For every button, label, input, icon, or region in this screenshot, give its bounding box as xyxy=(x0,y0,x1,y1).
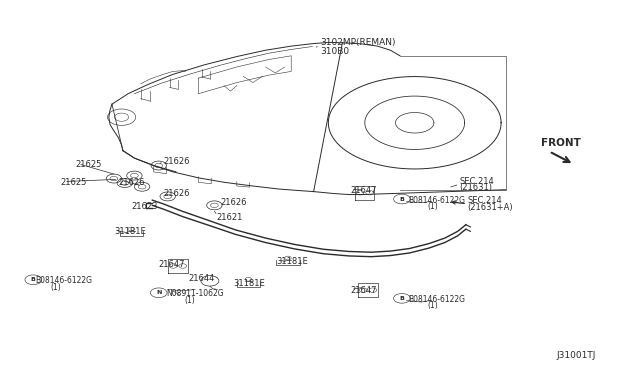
Text: 31181E: 31181E xyxy=(234,279,266,288)
Text: B: B xyxy=(31,277,36,282)
Text: 21626: 21626 xyxy=(163,189,189,198)
Text: 21625: 21625 xyxy=(76,160,102,169)
Text: 31181E: 31181E xyxy=(114,227,146,236)
Text: 21621: 21621 xyxy=(216,213,243,222)
Text: B: B xyxy=(399,196,404,202)
Text: (1): (1) xyxy=(428,202,438,211)
Text: (21631): (21631) xyxy=(460,183,493,192)
Text: FRONT: FRONT xyxy=(541,138,580,148)
Text: B: B xyxy=(399,296,404,301)
Text: 21625: 21625 xyxy=(61,178,87,187)
Text: 3102MP(REMAN): 3102MP(REMAN) xyxy=(320,38,396,47)
Text: 21626: 21626 xyxy=(221,198,247,207)
Text: (1): (1) xyxy=(428,301,438,310)
Text: B08146-6122G: B08146-6122G xyxy=(35,276,92,285)
Text: 21647: 21647 xyxy=(159,260,185,269)
Text: 21623: 21623 xyxy=(131,202,157,211)
Text: (21631+A): (21631+A) xyxy=(467,203,513,212)
Text: N: N xyxy=(156,290,161,295)
Text: B08146-6122G: B08146-6122G xyxy=(408,295,465,304)
Text: 310B0: 310B0 xyxy=(320,47,349,56)
Text: 21644: 21644 xyxy=(189,274,215,283)
Text: N08911-1062G: N08911-1062G xyxy=(166,289,224,298)
Text: 21626: 21626 xyxy=(163,157,189,166)
Text: J31001TJ: J31001TJ xyxy=(557,351,596,360)
Text: SEC.214: SEC.214 xyxy=(467,196,502,205)
Text: 21626: 21626 xyxy=(118,178,145,187)
Text: (1): (1) xyxy=(50,283,61,292)
Text: (1): (1) xyxy=(184,296,195,305)
Text: 31181E: 31181E xyxy=(276,257,308,266)
Text: 21647: 21647 xyxy=(351,286,377,295)
Text: B08146-6122G: B08146-6122G xyxy=(408,196,465,205)
Text: SEC.214: SEC.214 xyxy=(460,177,494,186)
Text: 21647: 21647 xyxy=(351,186,377,195)
